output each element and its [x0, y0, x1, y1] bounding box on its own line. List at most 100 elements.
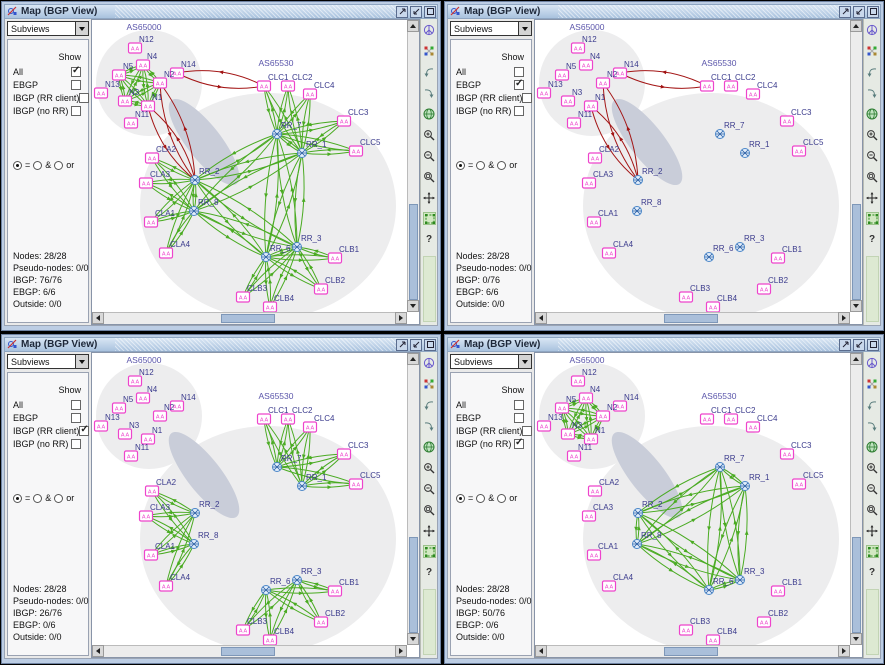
zoom-region-icon[interactable]	[423, 170, 436, 183]
zoom-in-icon[interactable]	[866, 128, 879, 141]
zoom-out-icon[interactable]	[866, 482, 879, 495]
cluster-layout-icon[interactable]	[866, 377, 879, 390]
maximize-window-button[interactable]	[410, 338, 422, 351]
vertical-scroll-thumb[interactable]	[852, 203, 861, 301]
node-CLC3[interactable]: A A CLC3	[336, 108, 370, 127]
node-CLB2[interactable]: A A CLB2	[313, 276, 346, 295]
node-CLC4[interactable]: A A CLC4	[302, 414, 336, 433]
node-RR_6[interactable]: RR_6	[704, 244, 735, 262]
zoom-in-icon[interactable]	[866, 461, 879, 474]
node-CLA1[interactable]: A A CLA1	[586, 209, 619, 228]
subviews-dropdown[interactable]: Subviews	[450, 21, 532, 36]
maximize-window-button[interactable]	[853, 5, 865, 18]
radio-or[interactable]	[497, 160, 507, 170]
subviews-dropdown[interactable]: Subviews	[7, 354, 89, 369]
window-titlebar[interactable]: Map (BGP View)	[447, 337, 881, 352]
node-N2[interactable]: A A N2	[595, 70, 618, 89]
node-CLA3[interactable]: A A CLA3	[581, 503, 614, 522]
radio-and[interactable]	[33, 160, 43, 170]
filter-checkbox-ibgp-rr-client[interactable]	[522, 425, 533, 436]
radio-or[interactable]	[497, 493, 507, 503]
redo-arrow-icon[interactable]	[423, 419, 436, 432]
redo-arrow-icon[interactable]	[866, 419, 879, 432]
help-icon[interactable]: ?	[868, 234, 876, 245]
zoom-out-icon[interactable]	[423, 149, 436, 162]
pan-icon[interactable]	[866, 524, 879, 537]
vertical-scrollbar[interactable]	[407, 353, 419, 645]
node-CLA1[interactable]: A A CLA1	[143, 209, 176, 228]
filter-checkbox-ibgp-no-rr[interactable]	[71, 438, 81, 449]
node-N5[interactable]: A A N5	[111, 395, 134, 414]
help-icon[interactable]: ?	[425, 567, 433, 578]
scroll-left-button[interactable]	[535, 645, 547, 657]
scroll-down-button[interactable]	[850, 633, 862, 645]
select-region-icon[interactable]	[422, 545, 436, 558]
node-N12[interactable]: A A N12	[570, 368, 598, 387]
horizontal-scrollbar[interactable]	[535, 645, 850, 657]
cluster-layout-icon[interactable]	[866, 44, 879, 57]
node-RR_8[interactable]: RR_8	[189, 531, 220, 549]
node-CLC2[interactable]: A A CLC2	[280, 406, 314, 425]
node-CLA2[interactable]: A A CLA2	[144, 478, 177, 497]
redo-arrow-icon[interactable]	[866, 86, 879, 99]
node-RR_1[interactable]: RR_1	[740, 140, 771, 158]
help-icon[interactable]: ?	[868, 567, 876, 578]
globe-icon[interactable]	[866, 107, 879, 120]
node-N2[interactable]: A A N2	[595, 403, 618, 422]
node-N1[interactable]: A A N1	[140, 93, 163, 112]
zoom-region-icon[interactable]	[866, 170, 879, 183]
scroll-down-button[interactable]	[407, 633, 419, 645]
zoom-region-icon[interactable]	[423, 503, 436, 516]
node-N5[interactable]: A A N5	[554, 62, 577, 81]
restore-window-button[interactable]	[867, 338, 879, 351]
zoom-out-icon[interactable]	[866, 149, 879, 162]
subviews-dropdown[interactable]: Subviews	[7, 21, 89, 36]
filter-checkbox-ebgp[interactable]	[71, 412, 81, 423]
filter-checkbox-ibgp-rr-client[interactable]	[79, 424, 90, 436]
node-RR_8[interactable]: RR_8	[189, 198, 220, 216]
scroll-right-button[interactable]	[395, 645, 407, 657]
node-CLC4[interactable]: A A CLC4	[745, 414, 779, 433]
vertical-scroll-thumb[interactable]	[852, 536, 861, 634]
node-N13[interactable]: A A N13	[93, 413, 121, 432]
node-CLC1[interactable]: A A CLC1	[699, 406, 733, 425]
circular-layout-icon[interactable]	[866, 23, 879, 36]
globe-icon[interactable]	[423, 107, 436, 120]
node-RR_2[interactable]: RR_2	[190, 167, 221, 185]
node-CLC2[interactable]: A A CLC2	[723, 406, 757, 425]
node-N14[interactable]: A A N14	[169, 393, 197, 412]
filter-checkbox-ebgp[interactable]	[514, 412, 524, 423]
node-CLC3[interactable]: A A CLC3	[779, 441, 813, 460]
horizontal-scroll-thumb[interactable]	[664, 647, 718, 656]
node-N11[interactable]: A A N11	[123, 443, 150, 462]
pan-icon[interactable]	[866, 191, 879, 204]
node-N5[interactable]: A A N5	[111, 62, 134, 81]
maximize-window-button[interactable]	[410, 5, 422, 18]
node-CLB2[interactable]: A A CLB2	[756, 276, 789, 295]
horizontal-scrollbar[interactable]	[92, 645, 407, 657]
filter-checkbox-ibgp-rr-client[interactable]	[79, 92, 90, 103]
horizontal-scroll-thumb[interactable]	[664, 314, 718, 323]
node-N3[interactable]: A A N3	[117, 421, 140, 440]
node-N14[interactable]: A A N14	[612, 393, 640, 412]
node-RR_1[interactable]: RR_1	[297, 140, 328, 158]
filter-checkbox-ibgp-no-rr[interactable]	[514, 105, 524, 116]
restore-window-button[interactable]	[424, 338, 436, 351]
radio-and[interactable]	[476, 160, 486, 170]
node-N14[interactable]: A A N14	[169, 60, 197, 79]
node-N12[interactable]: A A N12	[570, 35, 598, 54]
node-RR_2[interactable]: RR_2	[633, 500, 664, 518]
scroll-right-button[interactable]	[838, 645, 850, 657]
radio-or[interactable]	[54, 493, 64, 503]
redo-arrow-icon[interactable]	[423, 86, 436, 99]
node-CLC5[interactable]: A A CLC5	[348, 471, 382, 490]
node-CLC3[interactable]: A A CLC3	[779, 108, 813, 127]
node-CLA2[interactable]: A A CLA2	[587, 478, 620, 497]
node-N11[interactable]: A A N11	[566, 443, 593, 462]
node-RR_2[interactable]: RR_2	[190, 500, 221, 518]
node-CLA1[interactable]: A A CLA1	[586, 542, 619, 561]
node-CLC5[interactable]: A A CLC5	[791, 138, 825, 157]
node-CLB1[interactable]: A A CLB1	[327, 578, 360, 597]
